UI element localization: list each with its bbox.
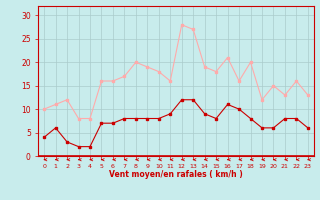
X-axis label: Vent moyen/en rafales ( km/h ): Vent moyen/en rafales ( km/h ) bbox=[109, 170, 243, 179]
